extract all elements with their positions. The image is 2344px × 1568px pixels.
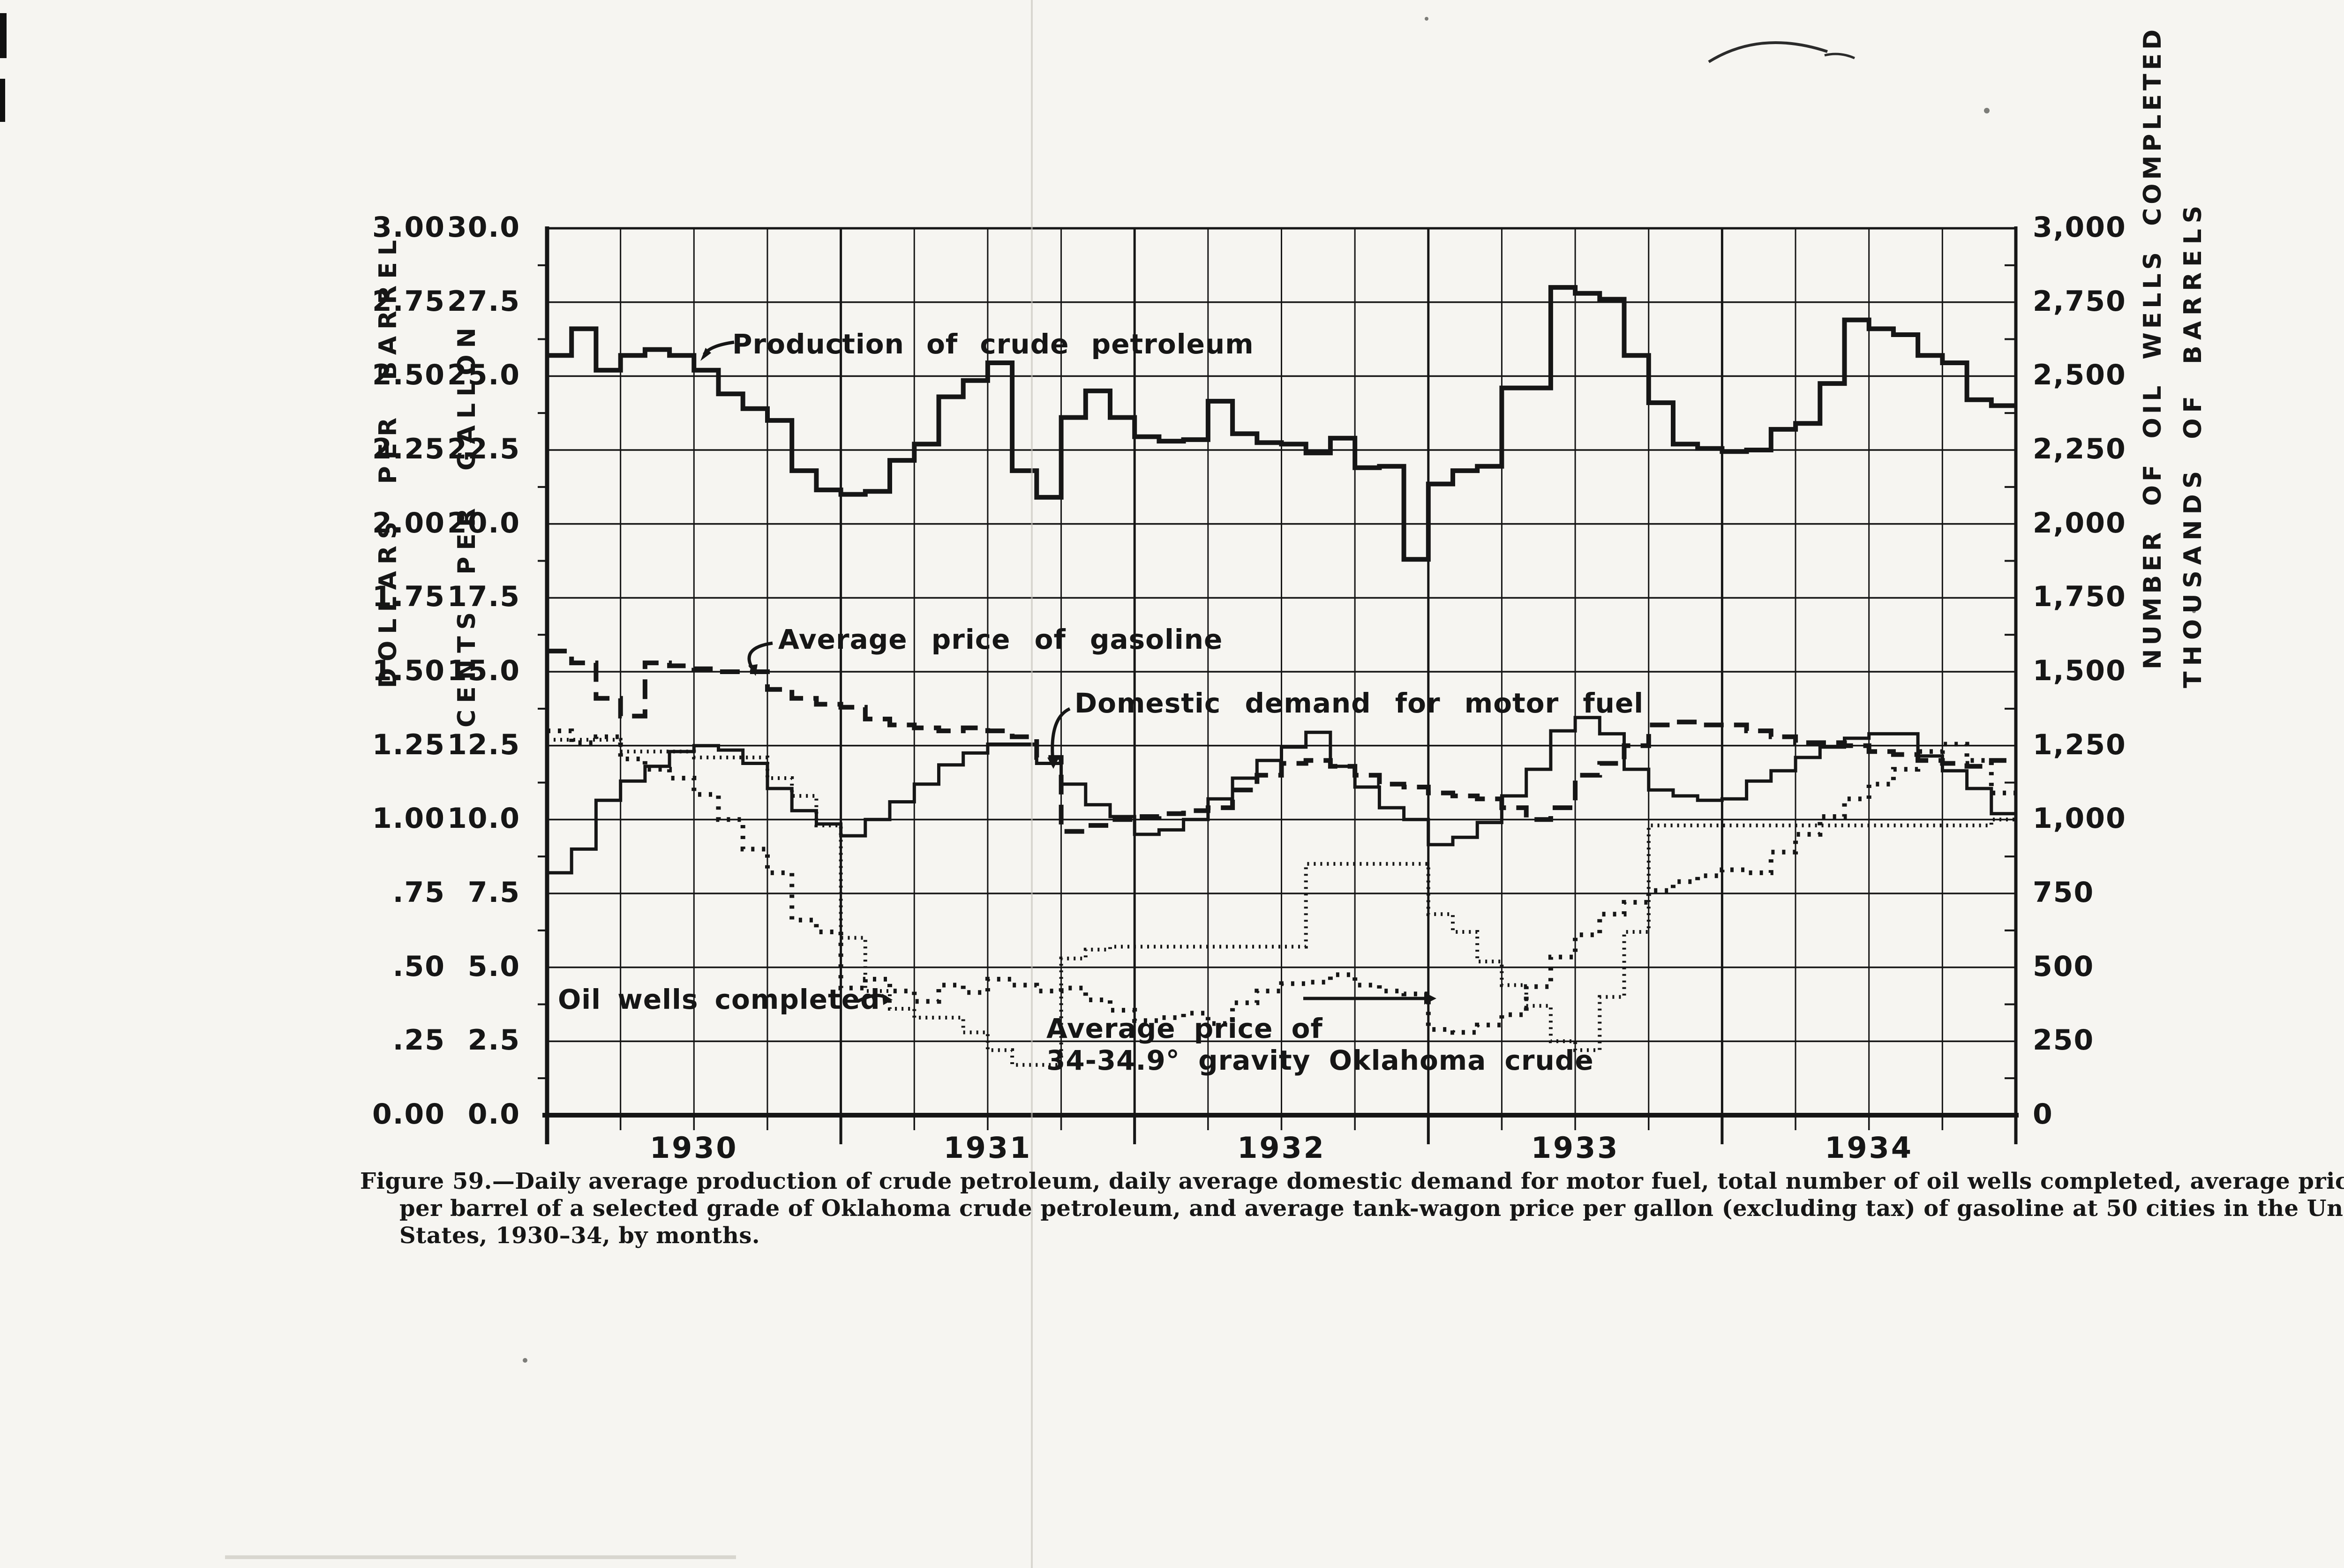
leader-crude-head xyxy=(1424,992,1436,1005)
figure-caption-line-1: Figure 59.—Daily average production of c… xyxy=(360,1168,2344,1194)
y-label-right-3: 2,250 xyxy=(2033,433,2126,465)
arrow-wells-head xyxy=(882,994,893,1005)
y-label-cents-12: 0.0 xyxy=(467,1098,520,1131)
y-label-right-7: 1,250 xyxy=(2033,728,2126,761)
y-label-right-9: 750 xyxy=(2033,876,2095,909)
y-label-dollars-5: 1.75 xyxy=(372,580,445,614)
y-label-dollars-3: 2.25 xyxy=(372,433,445,465)
figure-caption-line-2: per barrel of a selected grade of Oklaho… xyxy=(399,1195,2344,1222)
y-label-right-11: 250 xyxy=(2033,1024,2095,1057)
y-label-dollars-9: .75 xyxy=(392,876,445,909)
annotation-oklahoma-crude-line1: Average price of xyxy=(1046,1013,1323,1044)
scan-pen-mark-2 xyxy=(1824,53,1856,60)
series-production-of-crude-petroleum xyxy=(547,285,2016,562)
scan-speck-1 xyxy=(523,1358,527,1363)
scan-edge-mark-2 xyxy=(0,79,5,122)
y-label-dollars-6: 1.50 xyxy=(372,654,445,687)
scan-speck-2 xyxy=(2192,609,2196,613)
figure-caption-line-3: States, 1930–34, by months. xyxy=(399,1223,760,1249)
x-axis-year-label-1933: 1933 xyxy=(1531,1131,1620,1165)
y-label-cents-6: 15.0 xyxy=(447,654,520,687)
y-label-right-4: 2,000 xyxy=(2033,506,2126,540)
y-label-cents-5: 17.5 xyxy=(447,580,520,614)
annotation-oil-wells-completed: Oil wells completed xyxy=(558,983,880,1015)
arrow-production-head xyxy=(700,348,711,361)
page-fold-line xyxy=(1031,0,1033,1568)
y-label-cents-8: 10.0 xyxy=(447,802,520,835)
y-label-cents-3: 22.5 xyxy=(447,433,520,465)
y-label-cents-4: 20.0 xyxy=(447,506,520,540)
annotation-motor-fuel-demand: Domestic demand for motor fuel xyxy=(1074,687,1644,719)
y-label-right-5: 1,750 xyxy=(2033,580,2126,614)
annotation-production: Production of crude petroleum xyxy=(732,328,1254,360)
y-label-cents-1: 27.5 xyxy=(447,285,520,318)
y-label-cents-7: 12.5 xyxy=(447,728,520,761)
arrow-gasoline xyxy=(747,641,773,670)
y-label-right-12: 0 xyxy=(2033,1098,2053,1131)
y-label-right-2: 2,500 xyxy=(2033,359,2126,392)
series-average-price-of-gasoline xyxy=(547,648,2016,834)
series-domestic-demand-for-motor-fuel xyxy=(547,716,2016,875)
y-label-right-6: 1,500 xyxy=(2033,654,2126,687)
scan-pen-mark xyxy=(1708,41,1828,63)
y-label-cents-9: 7.5 xyxy=(467,876,520,909)
y-label-right-10: 500 xyxy=(2033,950,2095,983)
y-label-dollars-4: 2.00 xyxy=(372,506,445,540)
series-average-price-of-34-34-9-gravity-oklahoma-crude xyxy=(547,738,2016,1067)
y-label-dollars-10: .50 xyxy=(392,950,445,983)
x-axis-year-label-1931: 1931 xyxy=(943,1131,1032,1165)
y-label-cents-11: 2.5 xyxy=(467,1024,520,1057)
y-label-right-8: 1,000 xyxy=(2033,802,2126,835)
x-axis-year-label-1934: 1934 xyxy=(1825,1131,1913,1165)
y-label-dollars-7: 1.25 xyxy=(372,728,445,761)
y-label-dollars-0: 3.00 xyxy=(372,211,445,244)
y-label-dollars-1: 2.75 xyxy=(372,285,445,318)
y-label-cents-10: 5.0 xyxy=(467,950,520,983)
annotation-oklahoma-crude-line2: 34-34.9° gravity Oklahoma crude xyxy=(1046,1044,1594,1076)
y-label-cents-2: 25.0 xyxy=(447,359,520,392)
x-axis-year-label-1932: 1932 xyxy=(1237,1131,1326,1165)
scan-streak xyxy=(225,1555,736,1559)
y-label-cents-0: 30.0 xyxy=(447,211,520,244)
y-label-dollars-11: .25 xyxy=(392,1024,445,1057)
arrow-gasoline-head xyxy=(748,664,758,676)
annotation-gasoline-price: Average price of gasoline xyxy=(778,623,1223,655)
y-label-dollars-12: 0.00 xyxy=(372,1098,445,1131)
x-axis-year-label-1930: 1930 xyxy=(650,1131,738,1165)
arrow-demand-head xyxy=(1047,758,1059,769)
y-label-right-0: 3,000 xyxy=(2033,211,2126,244)
scan-speck-3 xyxy=(1425,17,1428,21)
arrow-demand xyxy=(1051,707,1071,762)
y-label-dollars-8: 1.00 xyxy=(372,802,445,835)
scan-edge-mark xyxy=(0,13,7,58)
scan-speck-0 xyxy=(1984,108,1990,113)
y-label-dollars-2: 2.50 xyxy=(372,359,445,392)
y-label-right-1: 2,750 xyxy=(2033,285,2126,318)
